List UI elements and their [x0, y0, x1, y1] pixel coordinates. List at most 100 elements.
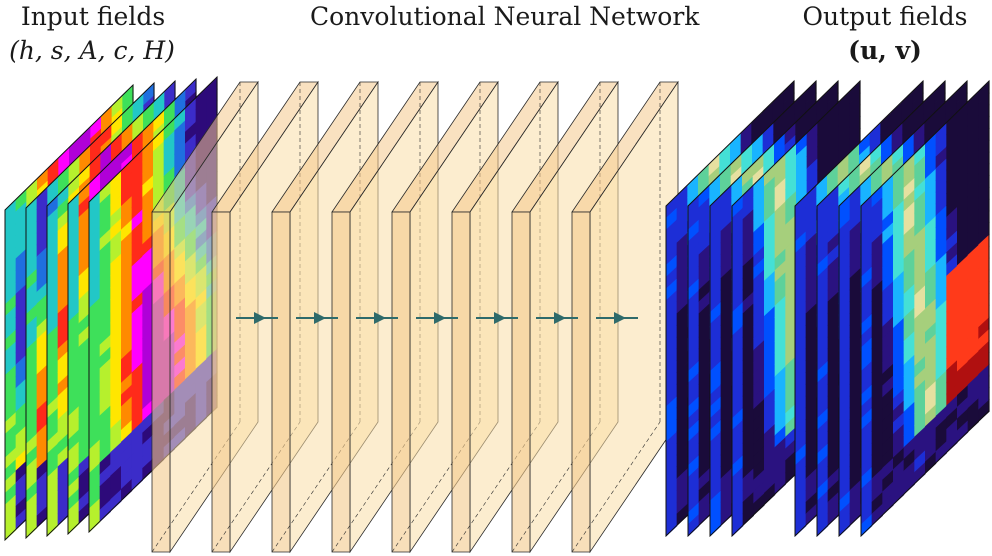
field-cell [26, 350, 38, 374]
field-cell [142, 257, 154, 281]
field-cell [78, 301, 90, 324]
field-cell [849, 385, 861, 409]
field-cell [946, 383, 958, 407]
cnn-layer-side [211, 211, 231, 553]
field-cell [967, 397, 979, 421]
field-cell [26, 374, 38, 398]
field-cell [946, 347, 958, 371]
field-cell [110, 312, 122, 335]
field-cell [817, 254, 829, 278]
field-cell [978, 399, 990, 423]
field-cell [827, 456, 839, 480]
field-cell [946, 277, 958, 301]
field-cell [946, 218, 958, 242]
field-cell [925, 309, 937, 333]
field-cell [893, 376, 905, 400]
field-cell [871, 185, 883, 208]
field-cell [805, 244, 817, 267]
field-cell [978, 163, 990, 187]
field-cell [914, 308, 926, 332]
field-cell [967, 173, 979, 197]
field-cell [839, 278, 851, 301]
field-cell [676, 185, 688, 208]
field-cell [698, 326, 710, 350]
field-cell [805, 255, 817, 279]
field-cell [774, 366, 786, 389]
field-cell [57, 291, 69, 315]
field-cell [764, 482, 776, 506]
field-cell [698, 244, 710, 267]
field-cell [795, 502, 807, 525]
field-cell [861, 219, 873, 242]
field-cell [849, 244, 861, 267]
field-cell [57, 420, 69, 444]
field-cell [720, 491, 732, 515]
field-cell [753, 210, 765, 233]
field-cell [710, 395, 722, 419]
field-cell [978, 92, 990, 116]
field-cell [882, 363, 894, 387]
field-cell [838, 138, 850, 162]
field-cell [795, 478, 807, 502]
field-cell [805, 291, 817, 315]
field-cell [795, 337, 807, 360]
field-cell [142, 233, 154, 257]
field-cell [676, 232, 688, 256]
field-cell [871, 456, 883, 480]
field-cell [871, 409, 883, 432]
field-cell [732, 207, 744, 231]
field-cell [774, 165, 786, 189]
field-cell [753, 410, 765, 434]
field-cell [142, 304, 154, 328]
field-cell [882, 422, 894, 446]
field-cell [893, 258, 905, 282]
field-cell [36, 234, 48, 258]
field-cell [903, 354, 915, 378]
field-cell [174, 89, 186, 113]
field-cell [753, 316, 765, 339]
field-cell [698, 444, 710, 468]
field-cell [57, 208, 69, 232]
field-cell [785, 167, 797, 190]
field-cell [925, 333, 937, 357]
field-cell [795, 348, 807, 372]
field-cell [957, 372, 969, 396]
field-cell [78, 359, 90, 383]
field-cell [78, 477, 90, 501]
field-cell [26, 445, 38, 468]
field-cell [882, 304, 894, 328]
field-cell [764, 187, 776, 211]
field-cell [935, 252, 947, 276]
field-cell [732, 313, 744, 337]
field-cell [861, 289, 873, 313]
field-cell [720, 267, 732, 291]
field-cell [935, 193, 947, 217]
field-cell [47, 254, 59, 278]
field-cell [935, 429, 947, 452]
cnn-title: Convolutional Neural Network [310, 2, 700, 31]
field-cell [666, 395, 678, 419]
field-cell [870, 143, 882, 167]
field-cell [100, 124, 112, 148]
field-cell [36, 387, 48, 411]
field-cell [142, 375, 154, 399]
field-cell [849, 491, 861, 515]
field-cell [978, 128, 990, 151]
field-cell [893, 270, 905, 294]
field-cell [26, 468, 38, 492]
field-cell [698, 420, 710, 444]
cnn-layer-side [271, 211, 291, 553]
field-cell [861, 301, 873, 325]
field-cell [978, 104, 990, 128]
field-cell [893, 211, 905, 235]
field-cell [893, 329, 905, 353]
field-cell [839, 513, 851, 537]
arrow-head [374, 312, 386, 324]
field-cell [849, 468, 861, 491]
field-cell [935, 240, 947, 264]
field-cell [89, 403, 101, 427]
field-cell [710, 301, 722, 325]
field-cell [121, 337, 133, 360]
field-cell [817, 325, 829, 349]
field-cell [131, 385, 143, 409]
